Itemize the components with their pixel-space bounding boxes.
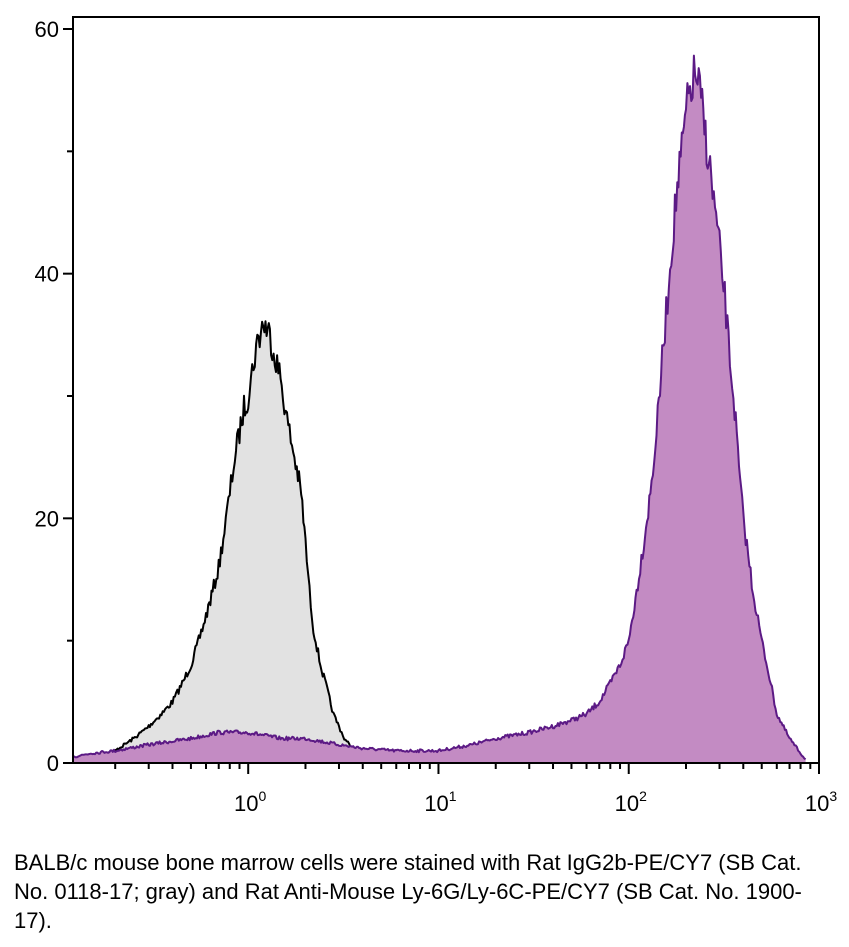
plot-frame bbox=[72, 16, 820, 764]
series-1-fill bbox=[73, 55, 806, 764]
histogram-chart: 0 20 40 60 100 101 102 103 bbox=[35, 16, 838, 816]
series-1-line bbox=[72, 54, 807, 761]
y-tick-label: 0 bbox=[47, 751, 59, 776]
x-tick-label: 100 bbox=[234, 788, 266, 816]
x-tick-label: 102 bbox=[615, 788, 647, 816]
series-0-line bbox=[72, 320, 382, 764]
y-tick-label: 40 bbox=[35, 262, 59, 287]
x-tick-label: 101 bbox=[424, 788, 456, 816]
series-layer bbox=[72, 54, 807, 764]
y-tick-label: 20 bbox=[35, 506, 59, 531]
axis-layer: 0 20 40 60 100 101 102 103 bbox=[35, 17, 838, 816]
figure-caption: BALB/c mouse bone marrow cells were stai… bbox=[14, 850, 802, 933]
y-tick-label: 60 bbox=[35, 17, 59, 42]
series-0-fill bbox=[73, 321, 382, 763]
x-tick-label: 103 bbox=[805, 788, 837, 816]
